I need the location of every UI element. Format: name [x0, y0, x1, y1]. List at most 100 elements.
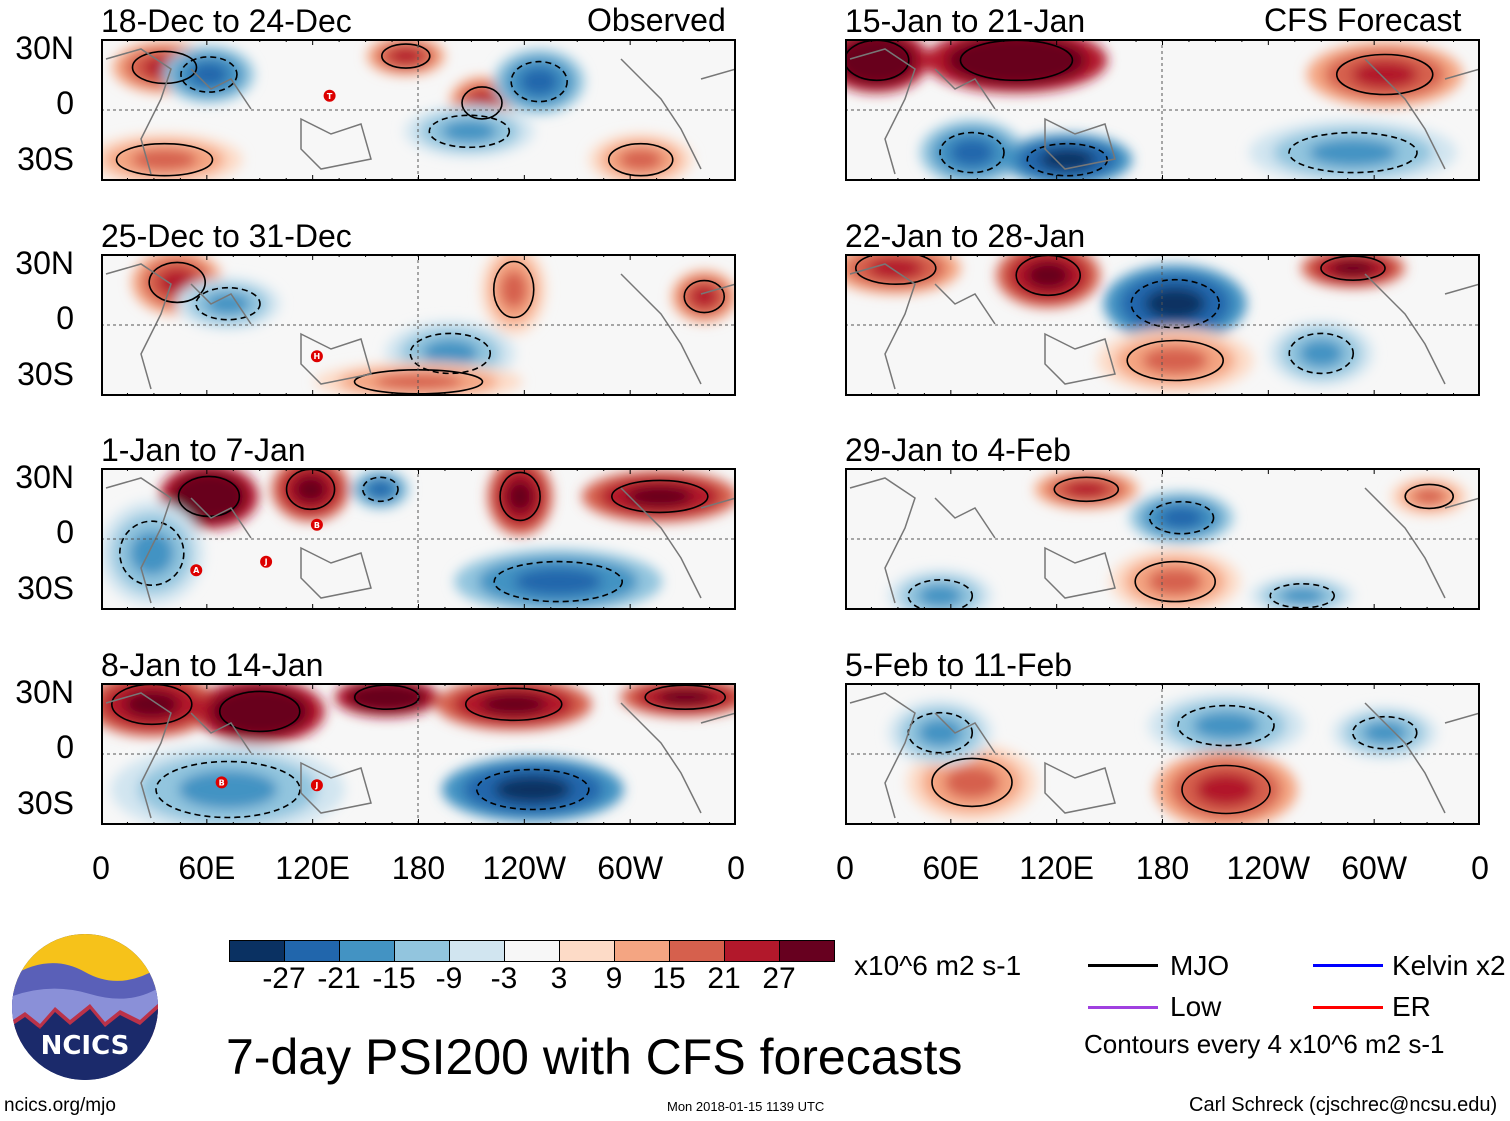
anomaly-shading [1026, 261, 1071, 290]
lat-label: 0 [56, 729, 74, 765]
forecast-label: CFS Forecast [1264, 2, 1462, 38]
legend-label-kelvin: Kelvin x2 [1392, 950, 1506, 981]
colorbar-swatch [560, 941, 615, 961]
anomaly-shading [1299, 339, 1344, 368]
map-panel-forecast-2 [845, 468, 1480, 610]
anomaly-shading [626, 485, 693, 508]
lat-label: 30N [15, 245, 74, 281]
colorbar-swatch [230, 941, 285, 961]
anomaly-shading [1412, 488, 1446, 505]
anomaly-shading [232, 697, 288, 726]
anomaly-shading [364, 688, 409, 706]
mjo-contour [1335, 53, 1434, 96]
anomaly-shading [131, 148, 198, 171]
coastlines [849, 477, 1480, 604]
anomaly-shading [1351, 60, 1418, 89]
svg-text:T: T [327, 92, 333, 101]
mjo-contour [1320, 255, 1386, 281]
anomaly-shading [494, 775, 572, 804]
anomaly-shading [422, 339, 478, 368]
legend-line-er [1313, 1006, 1383, 1009]
lon-label: 120W [1226, 850, 1311, 886]
mjo-contour [1148, 500, 1215, 535]
ncics-logo: NCICS [12, 934, 158, 1080]
author-credit: Carl Schreck (cjschrec@ncsu.edu) [1189, 1094, 1498, 1116]
lat-label: 30S [17, 141, 74, 177]
mjo-contour [1288, 332, 1355, 375]
anomaly-shading [519, 67, 559, 96]
tropical-cyclone-icon: J [310, 779, 323, 792]
map-panel-forecast-1 [845, 254, 1480, 396]
tropical-cyclone-icon: H [310, 350, 323, 363]
mjo-contour [409, 332, 492, 375]
anomaly-shading [1159, 506, 1204, 529]
coastlines [849, 692, 1480, 819]
website-link[interactable]: ncics.org/mjo [4, 1095, 116, 1116]
panel-title: 25-Dec to 31-Dec [101, 218, 352, 254]
svg-text:A: A [193, 566, 200, 575]
colorbar-swatch [505, 941, 560, 961]
mjo-contour [644, 684, 727, 710]
mjo-contour [1351, 715, 1418, 750]
contour-note: Contours every 4 x10^6 m2 s-1 [1084, 1029, 1445, 1059]
colorbar-tick-label: 15 [652, 962, 686, 995]
mjo-contour [1126, 339, 1225, 382]
anomaly-shading [1064, 481, 1109, 498]
anomaly-shading [854, 46, 899, 75]
anomaly-shading [1193, 711, 1259, 740]
anomaly-shading [1309, 138, 1397, 167]
legend-label-mjo: MJO [1170, 950, 1230, 981]
svg-text:B: B [219, 778, 225, 787]
colorbar-swatch [340, 941, 395, 961]
mjo-contour [380, 43, 431, 69]
anomaly-shading [918, 718, 963, 747]
mjo-contour [1134, 560, 1217, 603]
mjo-contour [118, 520, 185, 586]
lat-label: 0 [56, 514, 74, 550]
tropical-cyclone-icon: B [215, 776, 228, 789]
anomaly-shading [1142, 346, 1209, 375]
anomaly-shading [1147, 567, 1203, 596]
mjo-contour [461, 86, 503, 120]
colorbar-tick-label: 21 [707, 962, 741, 995]
mjo-contour [907, 579, 974, 610]
mjo-contour [155, 760, 301, 819]
lat-label: 30N [15, 674, 74, 710]
anomaly-shading [1331, 259, 1375, 277]
anomaly-shading [178, 770, 278, 809]
colorbar-tick-label: 27 [762, 962, 796, 995]
mjo-contour [464, 687, 563, 722]
anomaly-shading [977, 46, 1055, 75]
coastlines [849, 48, 1480, 175]
panel-title: 1-Jan to 7-Jan [101, 432, 306, 468]
lat-label: 30N [15, 459, 74, 495]
coastlines [849, 263, 1480, 390]
mjo-contour [148, 261, 206, 304]
svg-text:B: B [314, 521, 320, 530]
mjo-contour [1404, 483, 1455, 510]
mjo-contour [1177, 704, 1275, 747]
anomaly-shading [389, 47, 423, 65]
mjo-contour [492, 260, 535, 319]
colorbar-swatch [450, 941, 505, 961]
colorbar-tick-label: -15 [372, 962, 416, 995]
mjo-contour [428, 114, 511, 149]
units-label: x10^6 m2 s-1 [854, 950, 1022, 981]
anomaly-shading [368, 481, 393, 498]
anomaly-shading [1362, 721, 1407, 744]
map-panel-observed-1: H [101, 254, 736, 396]
colorbar-tick-label: -21 [317, 962, 361, 995]
mjo-contour [195, 286, 261, 321]
mjo-contour [607, 142, 674, 177]
lon-label: 0 [92, 850, 110, 886]
anomaly-shading [129, 531, 174, 576]
anomaly-shading [918, 584, 963, 607]
anomaly-shading [1144, 287, 1206, 321]
lat-label: 30S [17, 570, 74, 606]
lon-label: 120E [1019, 850, 1095, 886]
mjo-contour [218, 690, 301, 733]
mjo-contour [1130, 278, 1221, 329]
mjo-contour [353, 684, 420, 710]
anomaly-shading [441, 120, 497, 143]
